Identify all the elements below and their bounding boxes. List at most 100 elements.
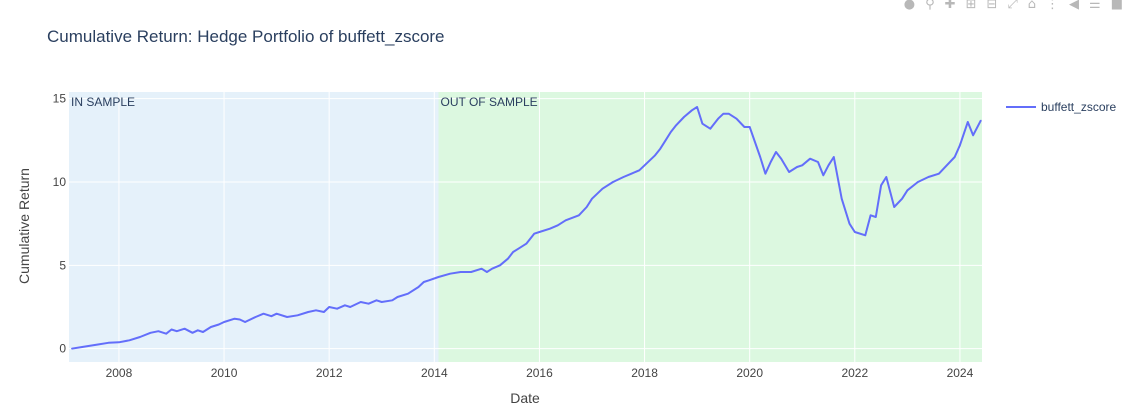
data-point <box>165 333 167 335</box>
gridlines <box>69 92 982 362</box>
x-tick-label: 2022 <box>841 366 868 380</box>
data-point <box>809 158 811 160</box>
y-tick-label: 15 <box>53 92 67 106</box>
data-point <box>565 219 567 221</box>
data-point <box>307 311 309 313</box>
x-tick-label: 2018 <box>631 366 658 380</box>
data-point <box>586 206 588 208</box>
x-tick-label: 2012 <box>316 366 343 380</box>
y-tick-label: 10 <box>53 175 67 189</box>
data-point <box>622 176 625 178</box>
data-point <box>601 188 604 190</box>
pan-icon[interactable]: ✚ <box>944 0 956 12</box>
data-point <box>822 174 824 176</box>
data-point <box>864 234 866 236</box>
data-point <box>630 173 633 175</box>
data-point <box>854 231 856 233</box>
data-point <box>696 106 698 108</box>
data-point <box>848 223 851 225</box>
data-point <box>817 161 819 163</box>
data-point <box>691 109 693 111</box>
data-point <box>328 306 330 308</box>
data-point <box>654 154 656 156</box>
data-point <box>417 286 420 288</box>
data-point <box>349 306 351 308</box>
data-point <box>875 216 877 218</box>
data-point <box>210 326 212 328</box>
data-point <box>184 328 186 330</box>
sample-regions <box>69 92 982 362</box>
data-point <box>223 321 225 323</box>
x-tick-label: 2010 <box>211 366 238 380</box>
data-point <box>770 161 772 163</box>
data-point <box>128 339 131 341</box>
plotly-logo-icon[interactable]: ■ <box>1110 0 1123 12</box>
data-point <box>375 299 378 301</box>
data-point <box>437 276 440 278</box>
autoscale-icon[interactable]: ⤢ <box>1007 0 1018 12</box>
data-point <box>449 273 451 275</box>
data-point <box>775 151 777 153</box>
data-point <box>470 271 472 273</box>
data-point <box>967 121 969 123</box>
data-point <box>218 323 220 326</box>
data-point <box>486 271 488 273</box>
data-point <box>191 332 194 334</box>
data-point <box>428 279 430 281</box>
data-point <box>499 264 501 266</box>
y-axis-ticks: 0 5 10 15 <box>53 92 67 356</box>
region-label-out-of-sample: OUT OF SAMPLE <box>441 95 538 109</box>
plot-modebar: ● ⚲ ✚ ⊞ ⊟ ⤢ ⌂ ⋮ ◀ ☰ ■ <box>904 0 1127 12</box>
data-point <box>297 314 299 316</box>
data-point <box>938 173 940 175</box>
data-point <box>557 224 559 226</box>
data-point <box>764 173 767 175</box>
data-point <box>833 156 835 158</box>
data-point <box>880 184 882 186</box>
data-point <box>481 268 483 270</box>
data-point <box>315 309 317 311</box>
hover-closest-icon[interactable]: ◀ <box>1069 0 1080 12</box>
x-tick-label: 2014 <box>421 366 448 380</box>
data-point <box>233 318 236 320</box>
data-point <box>368 303 370 305</box>
data-point <box>262 313 265 315</box>
zoom-in-icon[interactable]: ⊞ <box>965 0 977 12</box>
data-point <box>202 331 204 333</box>
region-labels: IN SAMPLE OUT OF SAMPLE <box>71 95 538 109</box>
camera-icon[interactable]: ● <box>903 0 916 12</box>
zoom-out-icon[interactable]: ⊟ <box>986 0 998 12</box>
data-point <box>893 206 895 208</box>
data-point <box>512 251 514 253</box>
data-point <box>612 181 614 183</box>
reset-axes-icon[interactable]: ⌂ <box>1027 0 1037 12</box>
data-point <box>638 169 640 171</box>
data-point <box>197 329 199 331</box>
chart-title: Cumulative Return: Hedge Portfolio of bu… <box>47 27 445 46</box>
x-axis-ticks: 2008 2010 2012 2014 2016 2018 2020 2022 2024 <box>106 366 974 380</box>
data-point <box>917 181 919 183</box>
legend[interactable]: buffett_zscore <box>1006 100 1116 114</box>
data-point <box>517 248 520 250</box>
data-point <box>841 198 843 200</box>
region-out-of-sample <box>438 92 982 362</box>
hover-compare-icon[interactable]: ☰ <box>1089 0 1101 12</box>
data-point <box>254 316 257 318</box>
data-point <box>97 343 99 346</box>
data-point <box>176 330 178 332</box>
zoom-icon[interactable]: ⚲ <box>925 0 935 12</box>
data-point <box>360 301 362 303</box>
data-point <box>107 342 110 344</box>
legend-label[interactable]: buffett_zscore <box>1041 100 1116 114</box>
data-point <box>396 296 399 298</box>
data-point <box>170 328 173 331</box>
y-tick-label: 5 <box>59 258 66 272</box>
data-point <box>459 271 462 273</box>
data-point <box>780 158 782 160</box>
spike-lines-icon[interactable]: ⋮ <box>1046 0 1060 12</box>
data-point <box>270 315 272 317</box>
data-point <box>683 116 685 118</box>
data-point <box>709 128 711 130</box>
data-point <box>670 131 672 133</box>
